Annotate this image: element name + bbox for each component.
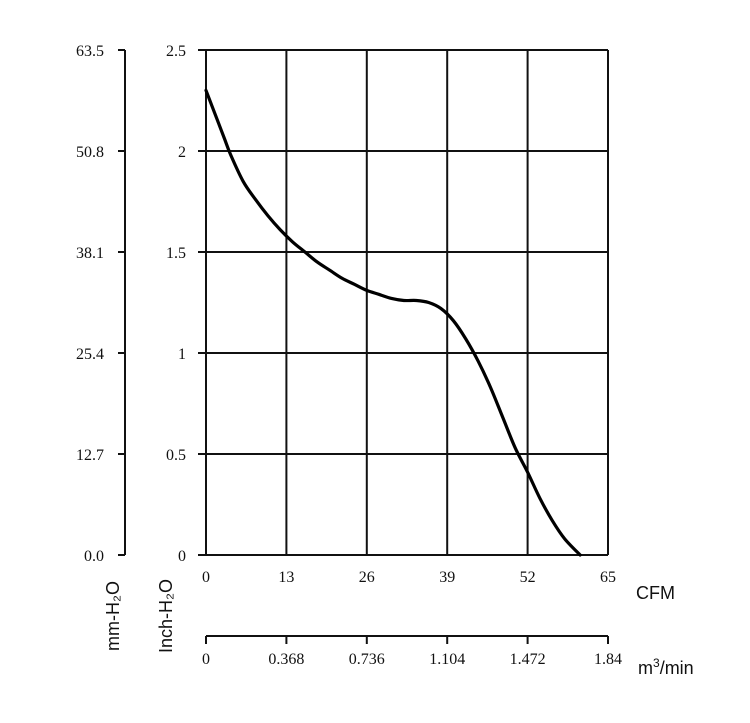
mm-h2o-tick-label: 50.8 bbox=[76, 144, 104, 161]
mm-h2o-tick-label: 38.1 bbox=[76, 245, 104, 262]
cfm-tick-label: 26 bbox=[359, 569, 375, 586]
mm-h2o-tick-label: 63.5 bbox=[76, 43, 104, 60]
m3-min-axis: 0 0.368 0.736 1.104 1.472 1.84 bbox=[202, 635, 622, 668]
inch-h2o-tick-label: 2 bbox=[178, 144, 186, 161]
m3-min-tick-label: 1.472 bbox=[510, 651, 546, 668]
inch-h2o-tick-label: 0.5 bbox=[166, 447, 186, 464]
cfm-axis-label: CFM bbox=[636, 583, 675, 603]
inch-h2o-tick-label: 2.5 bbox=[166, 43, 186, 60]
pressure-flow-curve bbox=[204, 88, 582, 557]
m3-min-tick-label: 0.736 bbox=[349, 651, 385, 668]
mm-h2o-tick-label: 12.7 bbox=[76, 447, 104, 464]
inch-h2o-tick-label: 1 bbox=[178, 346, 186, 363]
inch-h2o-axis-label: Inch-H₂O bbox=[156, 579, 176, 653]
m3-min-tick-label: 1.104 bbox=[429, 651, 465, 668]
mm-h2o-tick-label: 0.0 bbox=[84, 548, 104, 565]
cfm-tick-label: 65 bbox=[600, 569, 616, 586]
inch-h2o-tick-label: 0 bbox=[178, 548, 186, 565]
m3-min-axis-label-sup: 3 bbox=[653, 656, 660, 670]
m3-min-axis-label-suffix: /min bbox=[660, 658, 694, 678]
inch-h2o-tick-label: 1.5 bbox=[166, 245, 186, 262]
cfm-tick-label: 39 bbox=[439, 569, 455, 586]
mm-h2o-axis: 0.0 12.7 25.4 38.1 50.8 63.5 bbox=[76, 43, 126, 565]
cfm-tick-label: 0 bbox=[202, 569, 210, 586]
mm-h2o-axis-label: mm-H₂O bbox=[103, 581, 123, 651]
cfm-tick-labels: 0 13 26 39 52 65 bbox=[202, 569, 616, 586]
cfm-tick-label: 13 bbox=[278, 569, 294, 586]
m3-min-axis-label: m3/min bbox=[638, 656, 694, 678]
m3-min-tick-label: 1.84 bbox=[594, 651, 622, 668]
chart-grid bbox=[205, 49, 609, 556]
inch-h2o-tick-labels: 0 0.5 1 1.5 2 2.5 bbox=[166, 43, 206, 565]
m3-min-axis-label-base: m bbox=[638, 658, 653, 678]
m3-min-tick-label: 0.368 bbox=[268, 651, 304, 668]
mm-h2o-tick-label: 25.4 bbox=[76, 346, 104, 363]
m3-min-tick-label: 0 bbox=[202, 651, 210, 668]
cfm-tick-label: 52 bbox=[520, 569, 536, 586]
